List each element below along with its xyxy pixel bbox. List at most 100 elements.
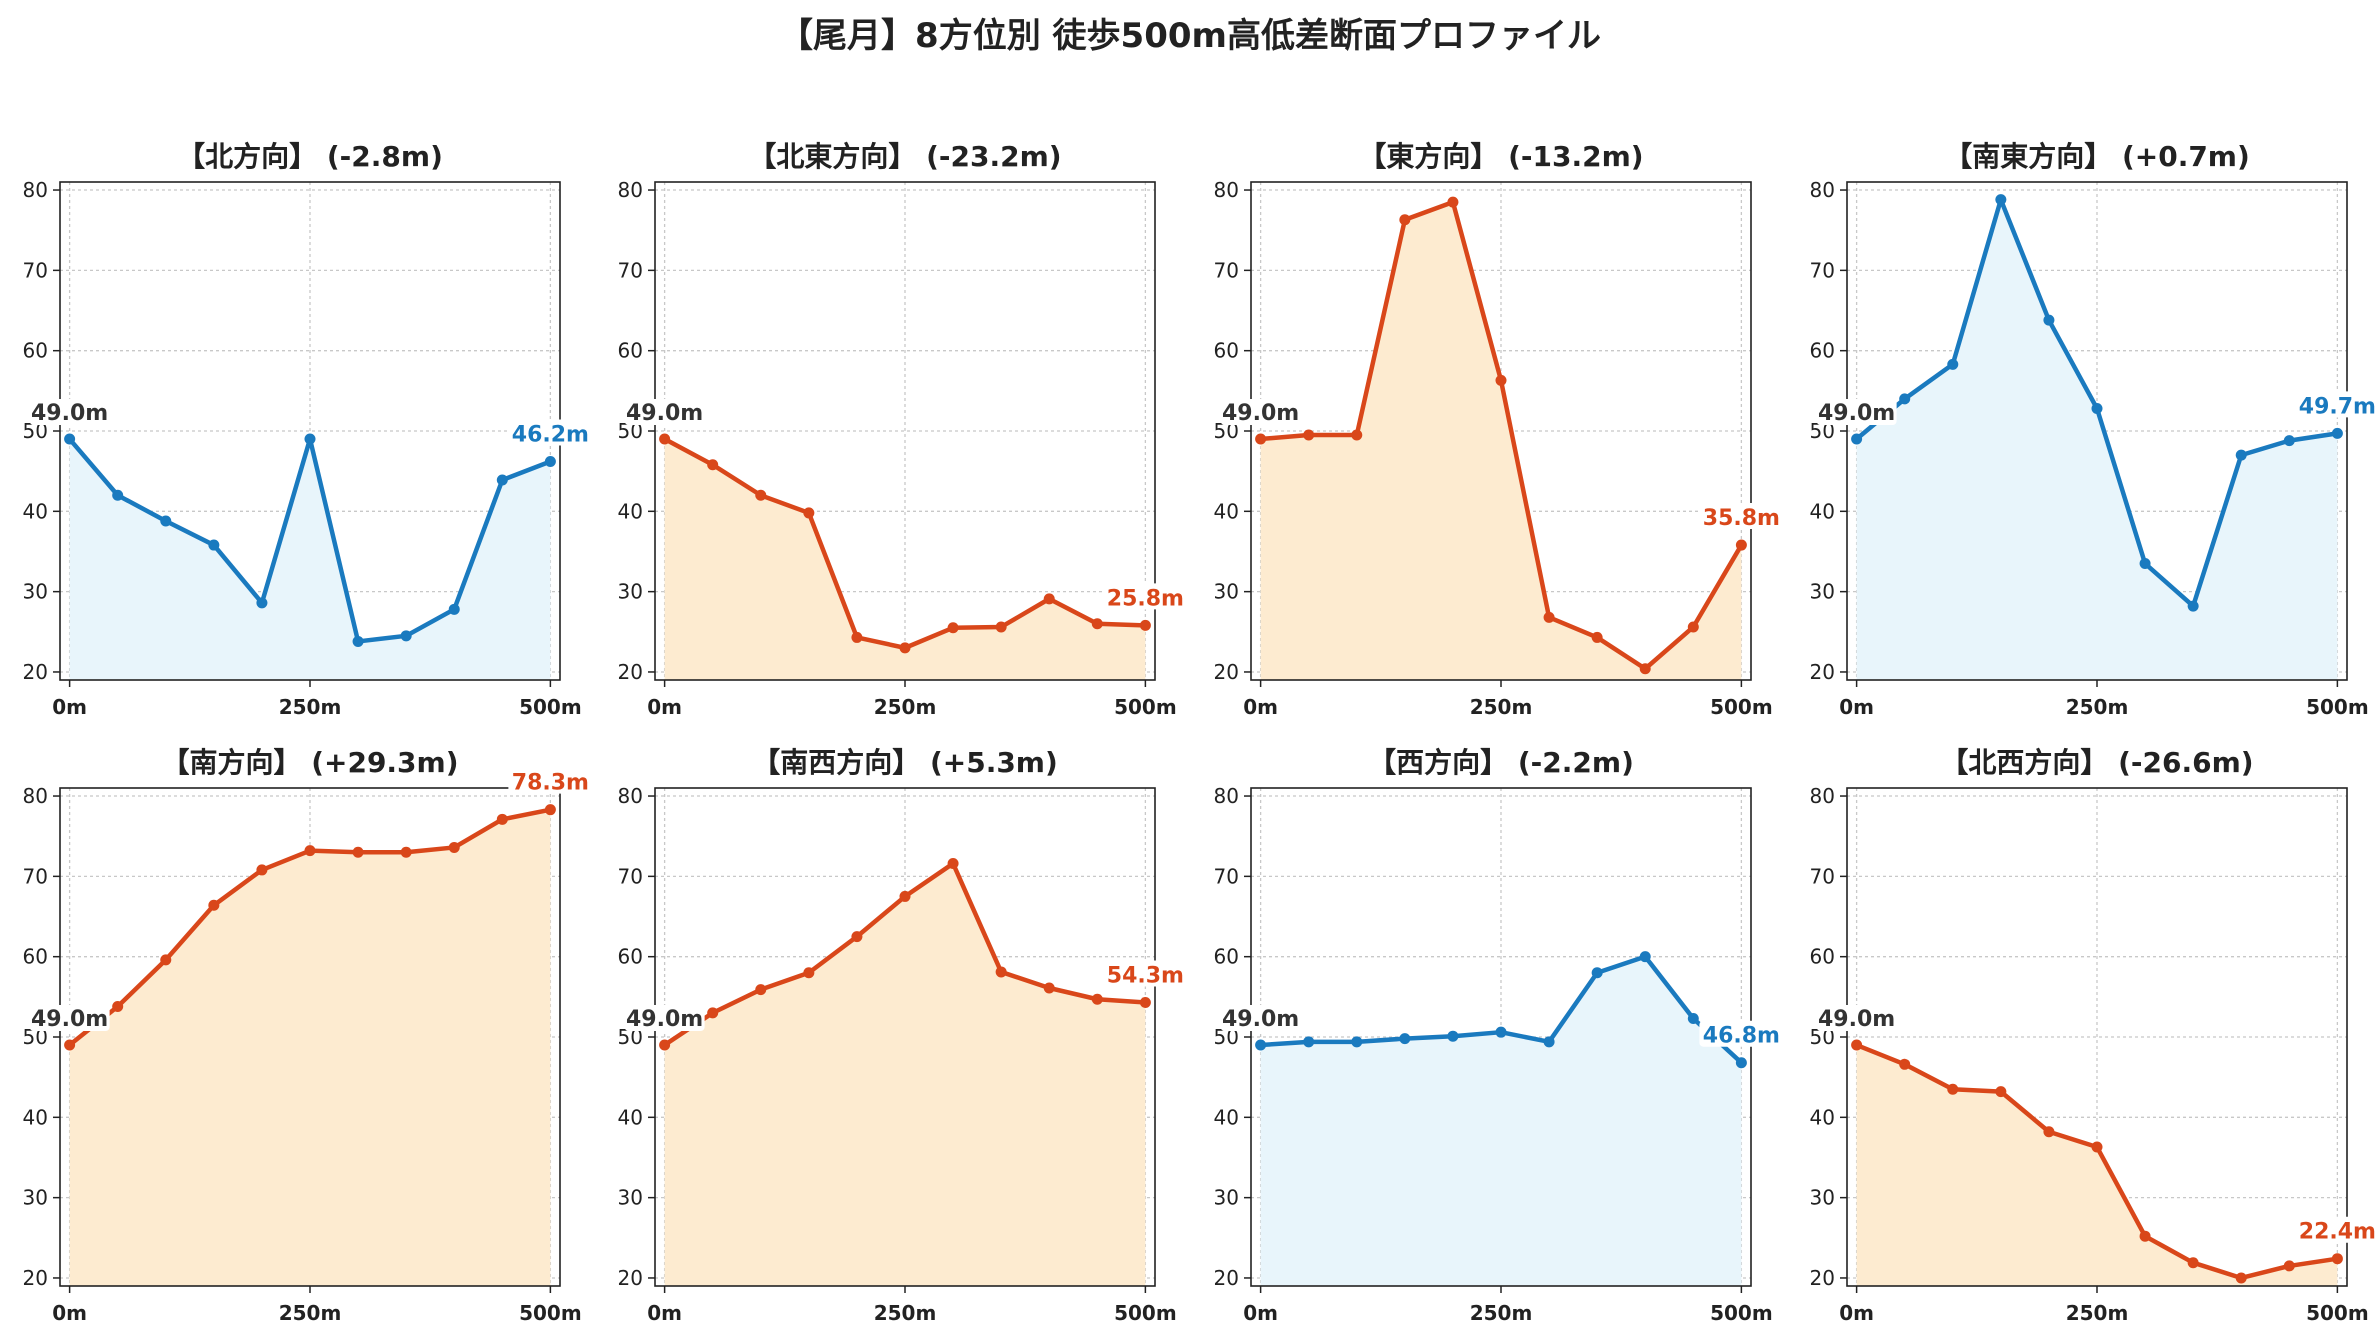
y-tick-label: 70 [618,864,643,888]
data-point [1043,593,1055,605]
x-tick-label: 250m [2066,695,2129,719]
data-point [2283,1260,2295,1272]
end-label-bg [1103,960,1188,987]
data-point [755,489,767,501]
x-tick-label: 0m [1243,695,1278,719]
start-label-bg [624,1005,705,1032]
data-point [2283,435,2295,447]
data-point [2043,314,2055,326]
end-value-label: 78.3m [512,771,589,796]
data-point [352,846,364,858]
end-value-label: 46.2m [512,423,589,448]
data-point [544,456,556,468]
area-fill [1260,202,1742,681]
data-point [803,507,815,519]
y-tick-label: 80 [1810,178,1835,202]
y-tick-label: 40 [23,1105,48,1129]
data-point [1399,214,1411,226]
data-point [947,858,959,870]
end-label-bg [1103,583,1188,610]
area-fill [664,863,1146,1286]
data-point [1735,539,1747,551]
data-point [160,515,172,527]
y-tick-label: 30 [1810,1186,1835,1210]
data-point [1543,1036,1555,1048]
data-point [899,642,911,654]
data-point [2139,1230,2151,1242]
y-tick-label: 30 [618,580,643,604]
y-tick-label: 40 [1214,1105,1239,1129]
end-label-bg [508,419,593,446]
x-tick-label: 500m [1710,695,1773,719]
end-label-bg [508,767,593,794]
data-point [1255,433,1267,445]
data-point [400,846,412,858]
x-tick-label: 0m [52,695,87,719]
start-label-bg [29,1005,110,1032]
y-tick-label: 40 [618,499,643,523]
y-tick-label: 40 [618,1105,643,1129]
data-point [1447,1030,1459,1042]
y-tick-label: 60 [23,339,48,363]
y-tick-label: 60 [23,945,48,969]
y-tick-label: 60 [1214,945,1239,969]
data-point [160,954,172,966]
y-tick-label: 80 [1810,784,1835,808]
data-point [1303,429,1315,441]
y-tick-label: 60 [618,339,643,363]
y-tick-label: 40 [23,499,48,523]
y-tick-label: 60 [1810,945,1835,969]
area-fill [1856,1045,2338,1286]
end-value-label: 49.7m [2299,394,2376,419]
data-point [2235,1272,2247,1284]
data-point [64,433,76,445]
data-point [1543,611,1555,623]
data-point [112,1000,124,1012]
data-point [1591,631,1603,643]
y-tick-label: 70 [1810,258,1835,282]
data-point [1851,433,1863,445]
data-point [1091,993,1103,1005]
panel-title: 【東方向】 (-13.2m) [1358,140,1643,173]
end-label-bg [2295,391,2380,418]
y-tick-label: 20 [1810,660,1835,684]
x-tick-label: 500m [1710,1301,1773,1325]
data-point [1303,1036,1315,1048]
data-point [803,967,815,979]
data-point [2331,1253,2343,1265]
data-point [400,630,412,642]
y-tick-label: 40 [1810,1105,1835,1129]
data-point [2091,403,2103,415]
y-tick-label: 30 [618,1186,643,1210]
start-label-bg [29,399,110,426]
data-point [2331,427,2343,439]
y-tick-label: 80 [618,178,643,202]
area-fill [69,439,551,680]
y-tick-label: 70 [1214,258,1239,282]
y-tick-label: 70 [1214,864,1239,888]
data-point [2139,558,2151,570]
data-point [1351,1036,1363,1048]
end-label-bg [2295,1216,2380,1243]
data-point [256,597,268,609]
y-tick-label: 20 [1810,1266,1835,1290]
y-tick-label: 60 [618,945,643,969]
data-point [208,899,220,911]
start-value-label: 49.0m [1818,1007,1895,1032]
x-tick-label: 500m [519,695,582,719]
data-point [1899,1058,1911,1070]
x-tick-label: 250m [874,695,937,719]
y-tick-label: 20 [23,1266,48,1290]
y-tick-label: 20 [618,660,643,684]
start-value-label: 49.0m [626,401,703,426]
end-value-label: 35.8m [1703,506,1780,531]
data-point [1043,982,1055,994]
y-tick-label: 80 [23,784,48,808]
data-point [256,864,268,876]
x-tick-label: 250m [279,1301,342,1325]
